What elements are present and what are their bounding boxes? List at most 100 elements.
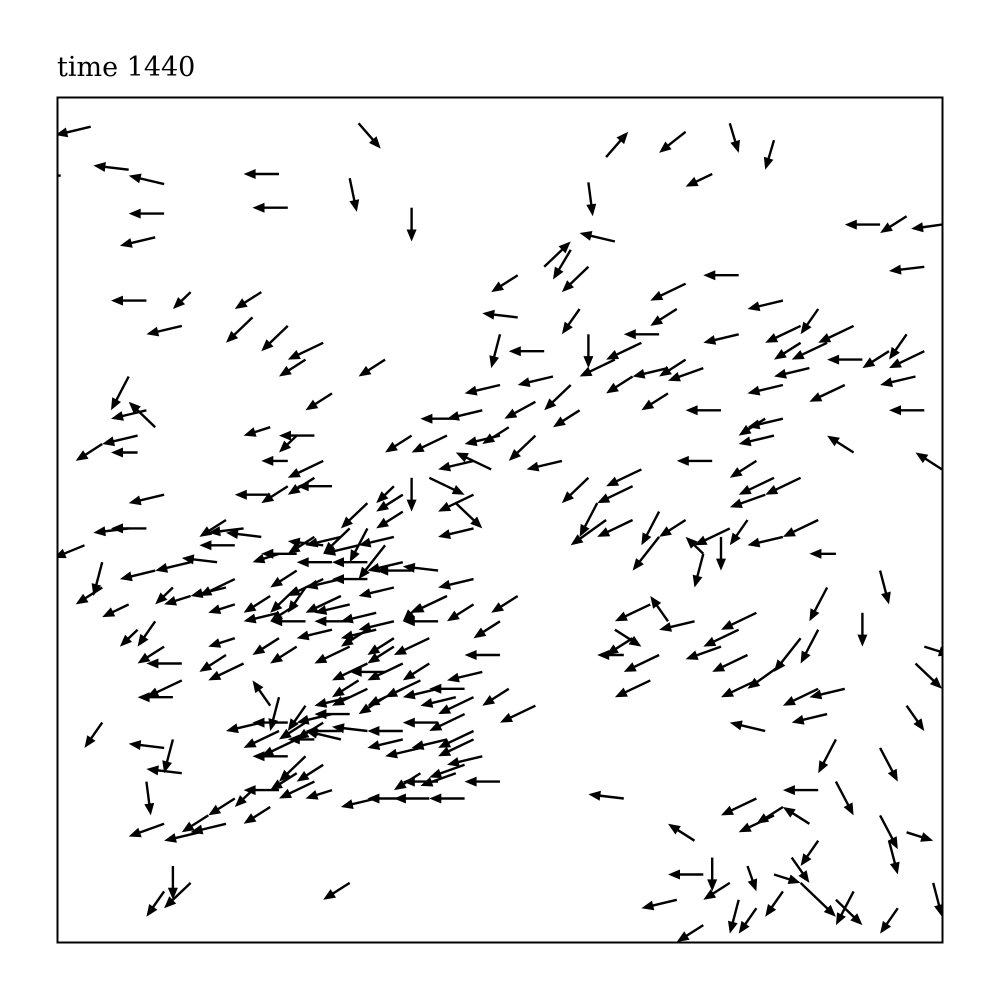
quiver-arrow [111,523,147,534]
quiver-arrow [889,333,908,360]
quiver-arrow [411,738,448,750]
quiver-arrow [146,658,182,669]
quiver-arrow [747,417,784,430]
quiver-arrow [747,299,784,312]
quiver-arrow [314,645,351,664]
quiver-arrow [835,890,855,926]
quiver-arrow [438,738,475,757]
quiver-arrow [774,341,802,360]
quiver-arrow [243,785,279,796]
quiver-arrow [340,611,377,624]
quiver-arrow [765,890,784,917]
quiver-arrow [800,629,820,664]
quiver-arrow [763,139,776,170]
quiver-arrow [314,709,350,720]
quiver-arrow [659,620,695,632]
quiver-arrow [905,705,925,731]
quiver-arrow [544,384,572,411]
quiver-arrow [58,544,85,559]
quiver-arrow [348,177,360,212]
quiver-arrow [694,527,731,546]
quiver-arrow [393,637,430,655]
plot-title: time 1440 [57,52,196,83]
quiver-arrow [314,696,350,708]
quiver-arrow [357,122,381,149]
quiver-arrow [586,182,597,217]
quiver-arrow [932,882,942,917]
quiver-arrow [438,527,474,539]
quiver-arrow [517,375,554,387]
quiver-arrow [261,455,288,466]
quiver-arrow [243,611,280,624]
quiver-arrow [367,726,403,736]
quiver-arrow [358,620,395,632]
quiver-arrow [137,692,173,703]
quiver-arrow [685,405,721,416]
quiver-arrow [738,907,758,934]
quiver-arrow [729,519,749,546]
quiver-arrow [703,881,731,900]
quiver-arrow [482,309,518,320]
quiver-arrow [588,790,624,801]
quiver-arrow [102,434,138,447]
quiver-arrow [482,687,510,706]
quiver-arrow [287,586,307,613]
quiver-arrow [454,502,483,529]
quiver-arrow [579,231,616,243]
quiver-arrow [367,645,395,664]
quiver-arrow [685,645,722,660]
quiver-arrow [128,493,165,506]
quiver-arrow [455,452,492,471]
quiver-arrow [911,222,942,233]
quiver-arrow [243,594,271,613]
quiver-arrow [402,717,439,728]
quiver-arrow [889,405,925,416]
quiver-arrow [668,869,704,880]
quiver-arrow [703,333,739,345]
quiver-arrow [323,881,351,900]
quiver-arrow [583,334,594,369]
quiver-arrow [553,249,572,280]
quiver-arrow [747,383,784,396]
quiver-arrow [791,712,828,725]
quiver-arrow [685,172,713,187]
quiver-arrow [111,409,147,421]
quiver-arrow [889,264,925,275]
quiver-arrow [279,780,315,799]
quiver-arrow [889,350,925,369]
quiver-arrow [447,670,483,683]
quiver-arrow [261,485,289,504]
quiver-arrow [800,840,820,866]
quiver-arrow [729,493,766,508]
quiver-arrow [358,358,386,377]
quiver-arrow [809,687,846,700]
quiver-arrow [738,434,775,447]
quiver-arrow [270,645,298,664]
quiver-arrow [676,924,704,942]
quiver-arrow [791,341,828,360]
quiver-arrow [252,751,288,762]
quiver-arrow [650,282,687,301]
quiver-arrow [489,333,502,369]
quiver-arrow [923,645,942,657]
quiver-arrow [685,536,705,555]
quiver-arrow [747,662,784,689]
quiver-arrow [367,662,404,681]
quiver-arrow [261,325,289,352]
quiver-arrow [879,747,898,782]
quiver-arrow [128,208,165,219]
quiver-arrow [226,529,262,539]
quiver-arrow [226,316,254,343]
quiver-arrow [729,459,758,478]
quiver-arrow [447,603,475,622]
quiver-arrow [358,586,395,598]
quiver-arrow [146,679,183,698]
quiver-arrow [504,400,536,419]
quiver-arrow [402,687,439,700]
quiver-arrow [119,628,139,647]
quiver-arrow [880,215,908,233]
quiver-arrow [491,274,519,293]
quiver-arrow [659,518,687,537]
quiver-arrow [606,341,642,360]
